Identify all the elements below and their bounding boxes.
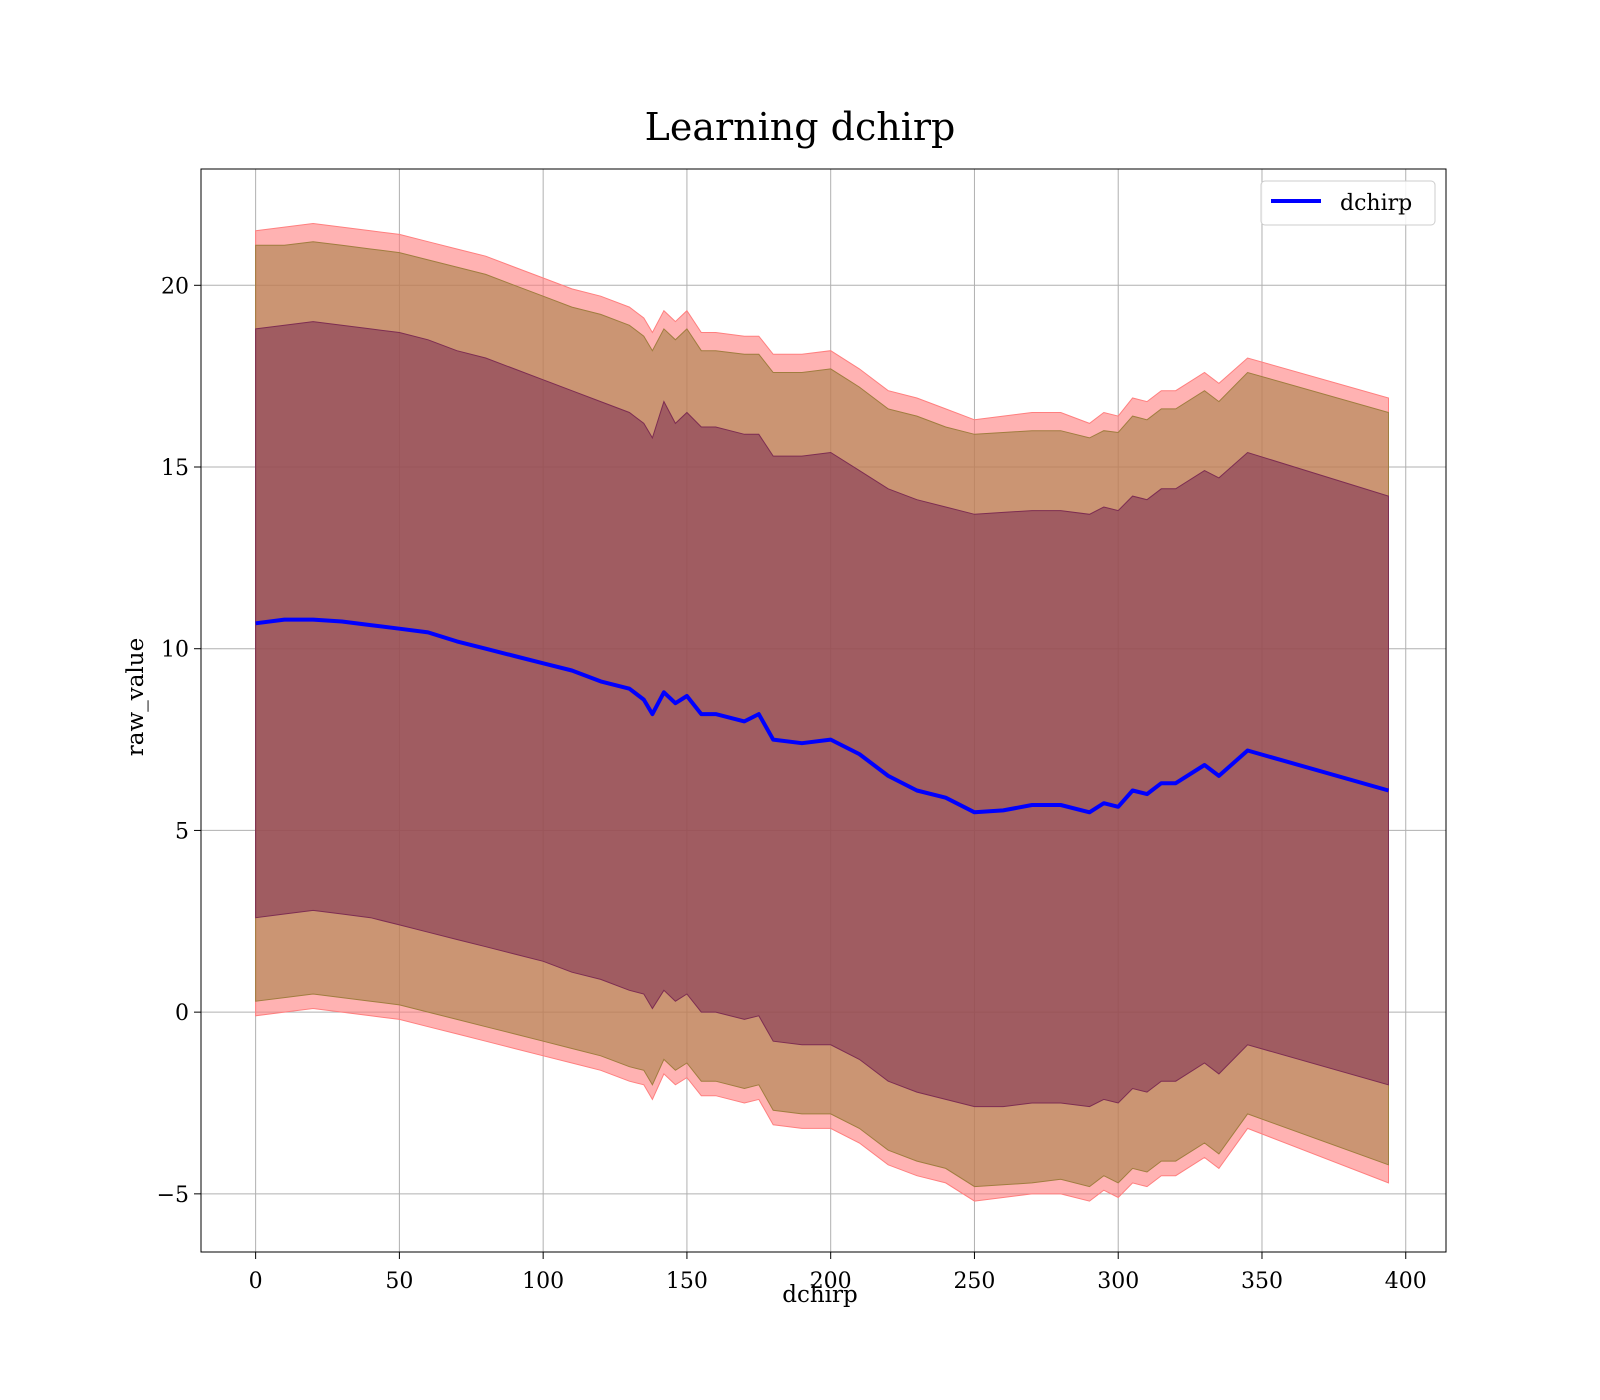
x-tick-label: 300 xyxy=(1097,1269,1139,1294)
x-tick-label: 0 xyxy=(249,1269,263,1294)
legend-label: dchirp xyxy=(1340,191,1412,216)
dchirp-series-line xyxy=(255,617,1390,815)
y-tick-label: 5 xyxy=(175,819,189,844)
x-tick-label: 250 xyxy=(953,1269,995,1294)
x-tick-label: 50 xyxy=(385,1269,413,1294)
inner-confidence-band xyxy=(255,321,1389,1108)
legend-box xyxy=(1260,180,1436,226)
y-tick-label: 10 xyxy=(161,638,189,663)
y-axis-label: raw_value xyxy=(123,638,149,756)
x-tick-label: 150 xyxy=(666,1269,708,1294)
x-tick-label: 400 xyxy=(1385,1269,1427,1294)
tick-layer: 0 50 100 150 200 250 300 350 400 −5 0 5 10 15 20 xyxy=(157,274,1427,1294)
chart-title: Learning dchirp xyxy=(645,105,956,149)
x-tick-label: 200 xyxy=(810,1269,852,1294)
axes-frame xyxy=(200,168,1447,1253)
y-tick-label: 15 xyxy=(161,456,189,481)
x-axis-label: dchirp xyxy=(782,1282,858,1308)
y-tick-label: 0 xyxy=(175,1001,189,1026)
y-tick-label: −5 xyxy=(157,1183,189,1208)
x-tick-label: 350 xyxy=(1241,1269,1283,1294)
line-layer xyxy=(255,617,1390,815)
x-tick-label: 100 xyxy=(522,1269,564,1294)
y-tick-label: 20 xyxy=(161,274,189,299)
legend: dchirp xyxy=(1260,180,1436,226)
band-layer xyxy=(255,222,1389,1202)
